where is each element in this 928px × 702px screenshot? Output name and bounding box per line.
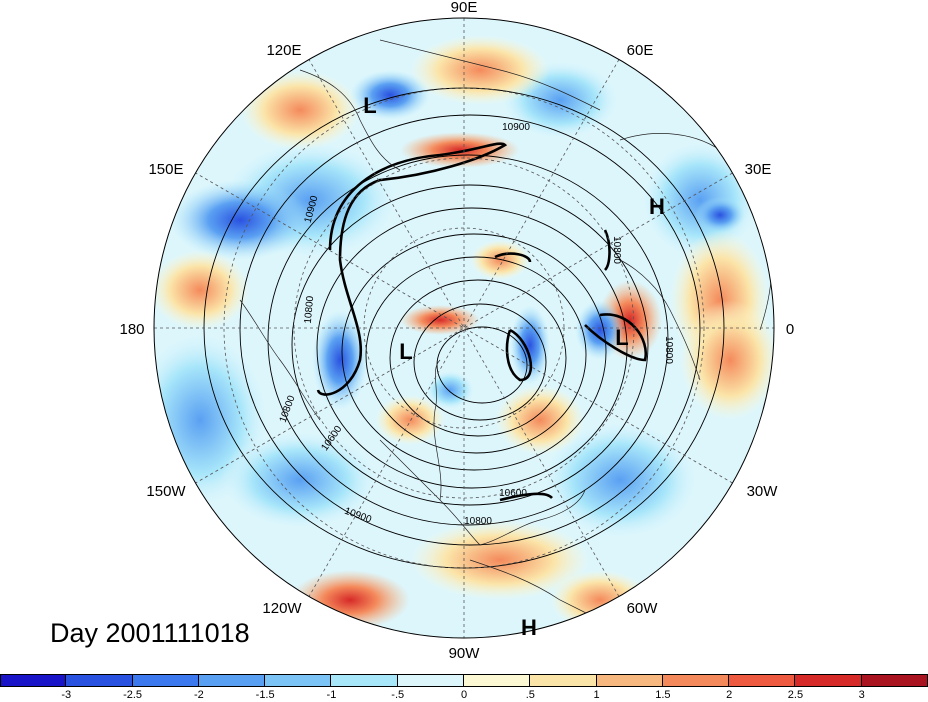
colorbar-tick-label: -.5 [391,689,405,701]
colorbar-segment [397,674,464,687]
colorbar-tick-label: .5 [525,689,535,701]
lon-label-150e: 150E [148,161,183,178]
colorbar-tick-label: 0 [460,689,468,701]
colorbar-segment [331,674,398,687]
colorbar-tick-label: -1 [326,689,337,701]
lon-label-150w: 150W [146,483,186,500]
contour-label: 10600 [499,488,527,499]
high-central-america: H [521,615,537,640]
jet-contours [316,142,648,502]
colorbar-tick-label: -2.5 [123,689,143,701]
longitude-labels: 90E 60E 30E 0 30W 60W 90W 120W 150W 180 … [119,0,794,662]
lon-label-90w: 90W [449,645,481,662]
contour-label: 10800 [303,295,316,324]
lon-label-0: 0 [786,321,794,338]
date-title: Day 2001111018 [50,618,250,648]
lon-label-120w: 120W [262,600,302,617]
lon-label-30w: 30W [747,483,779,500]
colorbar-frame [0,674,928,687]
colorbar-segment [530,674,597,687]
low-pacific: L [399,339,412,364]
colorbar-tick-label: 2 [726,689,733,701]
colorbar-tick-label: 1.5 [655,689,671,701]
colorbar-tick-label: -3 [61,689,72,701]
colorbar-segment [662,674,730,687]
colorbar-segment [795,674,862,687]
colorbar-segment [464,674,531,687]
colorbar-segment [66,674,133,687]
colorbar-tick-label: -1.5 [255,689,275,701]
pressure-system-labels: L H L L H [363,93,665,640]
lon-label-180: 180 [119,321,144,338]
colorbar-segment [198,674,266,687]
contour-label: 10900 [502,122,530,133]
low-europe: L [615,325,628,350]
graticule [154,18,774,638]
colorbar-segment [596,674,663,687]
polar-stereographic-map: 90E 60E 30E 0 30W 60W 90W 120W 150W 180 … [119,0,794,662]
contour-label: 10800 [464,516,492,527]
contour-label: 10800 [611,236,622,264]
colorbar-tick-label: 1 [593,689,600,701]
colorbar-segment [0,674,67,687]
lon-label-60w: 60W [627,600,659,617]
map-boundary [153,17,775,639]
colorbar-tick-label: 3 [858,689,865,701]
contour-label: 10800 [663,336,674,364]
lon-label-30e: 30E [745,161,772,178]
colorbar-segment [265,674,332,687]
lon-label-60e: 60E [627,42,654,59]
lon-label-90e: 90E [451,0,478,16]
low-east-siberia: L [363,93,376,118]
high-eurasia: H [649,194,665,219]
colorbar-tick-label: -2 [193,689,204,701]
colorbar-segment [132,674,199,687]
colorbar-tick-label: 2.5 [787,689,804,701]
colorbar-segment [729,674,796,687]
colorbar-legend: -3 -2.5 -2 -1.5 -1 -.5 0 .5 1 1.5 2 2.5 … [0,674,928,702]
lon-label-120e: 120E [266,42,301,59]
